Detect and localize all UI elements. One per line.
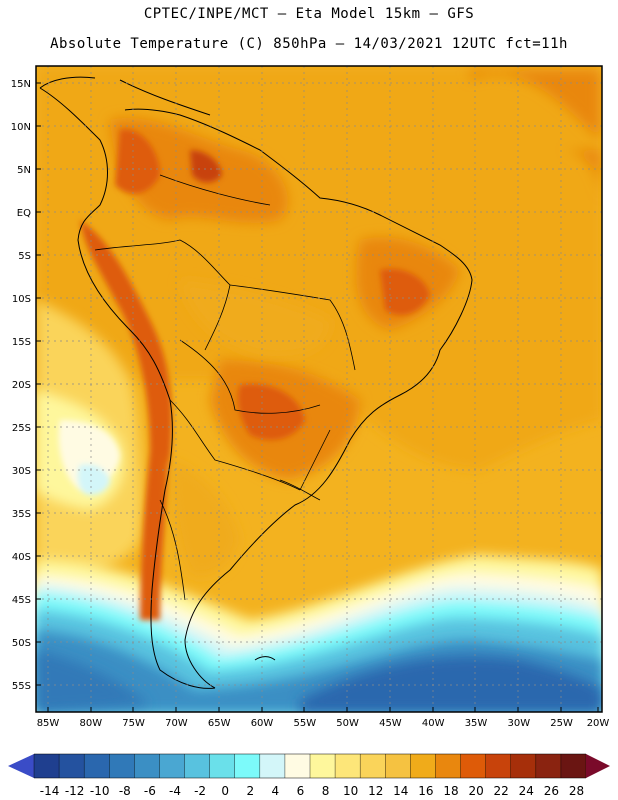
colorbar-label: 0 [221,784,229,798]
colorbar-label: 12 [368,784,383,798]
lon-label: 40W [422,718,445,729]
colorbar-label: 6 [297,784,305,798]
temperature-field [36,66,602,712]
tick-marks [36,82,599,712]
colorbar-swatch [410,754,436,778]
colorbar-swatch [259,754,286,778]
colorbar-swatch [234,754,261,778]
map-frame [35,65,603,713]
colorbar-swatch [385,754,411,778]
lat-label: 50S [12,638,31,649]
colorbar-label: -14 [40,784,60,798]
colorbar-label: 20 [468,784,483,798]
colorbar-label: -6 [144,784,156,798]
lat-label: 35S [12,509,31,520]
lat-label: 20S [12,380,31,391]
colorbar-over-arrow [586,754,610,778]
colorbar-label: 24 [519,784,534,798]
colorbar-swatch [284,754,311,778]
lat-label: 15S [12,337,31,348]
colorbar-label: 18 [443,784,458,798]
lat-label: 25S [12,423,31,434]
lon-label: 75W [122,718,145,729]
colorbar-swatch [335,754,361,778]
lon-label: 60W [251,718,274,729]
lat-label: 10S [12,294,31,305]
colorbar-label: 8 [322,784,330,798]
colorbar: -14 -12 -10 -8 -6 -4 -2 0 2 4 6 8 10 12 14 16 18 20 22 24 26… [8,753,610,798]
colorbar-label: -2 [194,784,206,798]
lat-label: 30S [12,466,31,477]
colorbar-swatch [560,754,587,778]
colorbar-swatch [435,754,461,778]
lon-label: 80W [79,718,102,729]
colorbar-swatch [159,754,185,778]
colorbar-label: -8 [119,784,131,798]
lon-label: 55W [293,718,316,729]
colorbar-label: 16 [418,784,433,798]
colorbar-swatch [460,754,486,778]
colorbar-swatch [510,754,537,778]
lon-label: 85W [37,718,60,729]
lat-label: 5S [18,251,31,262]
lon-label: 65W [208,718,231,729]
latitude-labels: 15N 10N 5N EQ 5S 10S 15S 20S 25S 30S 35S 40S 45S 50S 5… [11,79,31,692]
colorbar-label: -10 [90,784,110,798]
lon-label: 45W [379,718,402,729]
colorbar-swatch [84,754,110,778]
graticule [36,66,602,712]
colorbar-label: -12 [65,784,85,798]
colorbar-swatch [34,754,60,778]
colorbar-swatch [535,754,562,778]
colorbar-label: 10 [343,784,358,798]
map-title-line2: Absolute Temperature (C) 850hPa – 14/03/… [50,36,568,52]
colorbar-swatch [485,754,512,778]
coastlines [39,76,473,689]
colorbar-label: 2 [246,784,254,798]
lon-label: 20W [587,718,610,729]
lon-label: 30W [507,718,530,729]
colorbar-swatch [134,754,160,778]
lat-label: 5N [17,165,31,176]
lat-label: 55S [12,681,31,692]
lat-label: 45S [12,595,31,606]
longitude-labels: 85W 80W 75W 70W 65W 60W 55W 50W 45W 40W 35W 30W 25W 2… [37,718,610,729]
country-borders [94,174,356,601]
colorbar-swatch [209,754,236,778]
colorbar-label: 26 [544,784,559,798]
lat-label: 15N [11,79,31,90]
lat-label: EQ [17,208,31,219]
colorbar-label: 28 [569,784,584,798]
colorbar-swatch [109,754,135,778]
colorbar-label: 4 [272,784,280,798]
lon-label: 35W [465,718,488,729]
colorbar-swatch [59,754,85,778]
colorbar-label: -4 [169,784,181,798]
lat-label: 40S [12,552,31,563]
colorbar-swatch [360,754,386,778]
colorbar-under-arrow [8,754,34,778]
lat-label: 10N [11,122,31,133]
lon-label: 50W [336,718,359,729]
colorbar-swatch [310,754,336,778]
colorbar-swatch [184,754,210,778]
lon-label: 70W [165,718,188,729]
map-title-line1: CPTEC/INPE/MCT – Eta Model 15km – GFS [143,6,475,22]
colorbar-label: 14 [393,784,408,798]
colorbar-label: 22 [494,784,509,798]
lon-label: 25W [550,718,573,729]
